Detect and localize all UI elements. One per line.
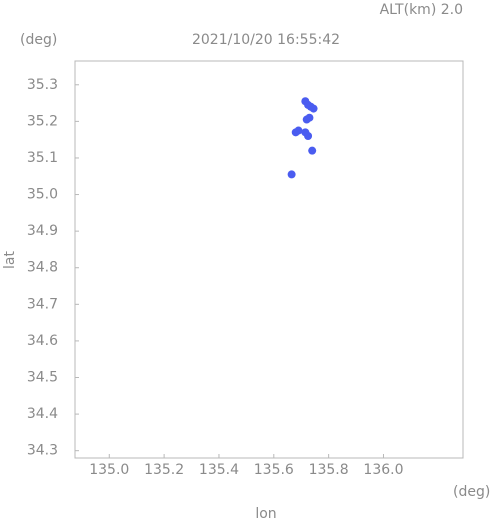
y-axis-label: lat [2,251,18,269]
echo-point [287,170,296,179]
x-tick-label: 136.0 [363,462,403,478]
chart-title: 2021/10/20 16:55:42 [192,32,340,48]
y-tick-label: 34.6 [27,333,58,349]
y-tick-label: 34.7 [27,296,58,312]
x-tick-label: 135.0 [89,462,129,478]
echo-point [309,104,318,113]
x-tick-label: 135.4 [199,462,239,478]
annotation: ALT(km) 2.0 [380,2,463,18]
y-tick-label: 35.2 [27,113,58,129]
echo-point [305,113,314,122]
echo-point [304,132,313,141]
y-tick-label: 35.3 [27,77,58,93]
echo-point [294,126,303,135]
x-tick-label: 135.8 [309,462,349,478]
y-tick-label: 34.3 [27,443,58,459]
x-tick-label: 135.6 [254,462,294,478]
x-axis-label: lon [255,506,276,521]
y-unit: (deg) [20,32,57,48]
y-tick-label: 34.8 [27,260,58,276]
y-tick-label: 34.9 [27,223,58,239]
y-tick-label: 35.0 [27,187,58,203]
y-tick-label: 35.1 [27,150,58,166]
y-tick-label: 34.4 [27,406,58,422]
y-tick-label: 34.5 [27,370,58,386]
x-unit: (deg) [453,484,490,500]
x-tick-label: 135.2 [144,462,184,478]
plot-frame [74,60,464,459]
echo-point [308,146,317,155]
